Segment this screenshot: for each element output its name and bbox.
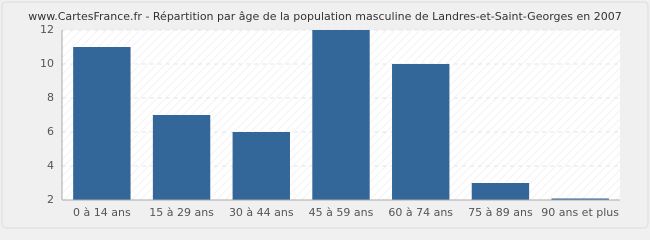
- bar: [471, 183, 530, 200]
- bar: [152, 115, 211, 200]
- x-tick-label: 75 à 89 ans: [468, 206, 533, 219]
- x-tick-label: 0 à 14 ans: [73, 206, 131, 219]
- y-tick-label: 12: [40, 23, 54, 36]
- x-tick-label: 15 à 29 ans: [149, 206, 214, 219]
- x-tick-label: 60 à 74 ans: [388, 206, 453, 219]
- x-tick-label: 90 ans et plus: [541, 206, 619, 219]
- y-tick-label: 2: [47, 193, 54, 206]
- y-tick-label: 8: [47, 91, 54, 104]
- y-tick-label: 6: [47, 125, 54, 138]
- chart-title: www.CartesFrance.fr - Répartition par âg…: [28, 10, 621, 23]
- bar: [392, 64, 450, 200]
- bar: [312, 30, 370, 200]
- bar: [551, 198, 609, 200]
- bar: [73, 47, 131, 200]
- chart: www.CartesFrance.fr - Répartition par âg…: [1, 1, 649, 229]
- bar: [232, 132, 290, 200]
- x-tick-label: 45 à 59 ans: [309, 206, 374, 219]
- x-tick-label: 30 à 44 ans: [229, 206, 294, 219]
- y-tick-label: 10: [40, 57, 54, 70]
- y-tick-label: 4: [47, 159, 54, 172]
